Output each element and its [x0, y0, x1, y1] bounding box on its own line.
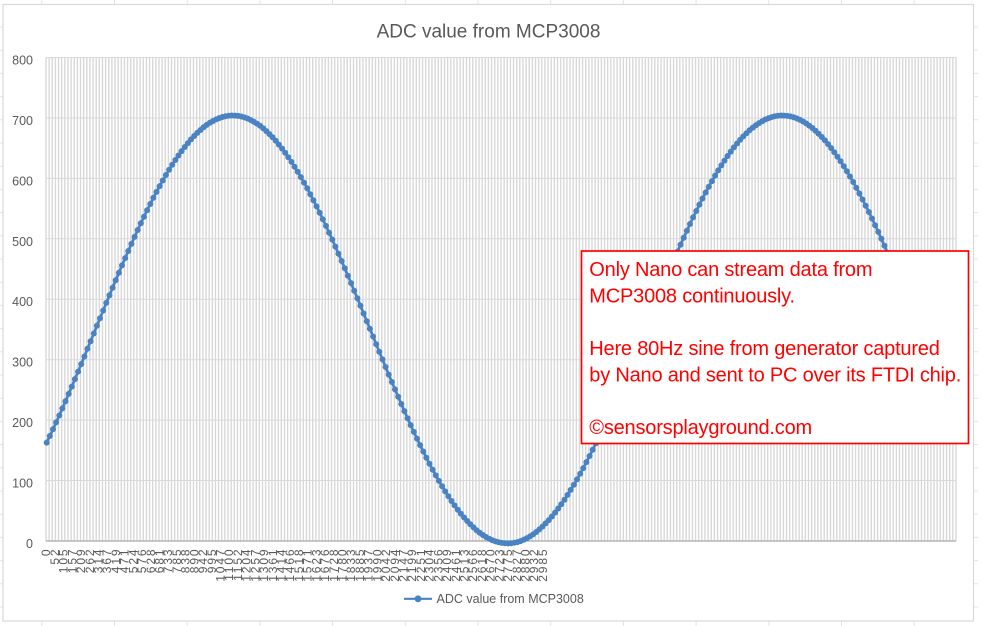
svg-text:105: 105: [57, 548, 71, 574]
svg-text:1204: 1204: [240, 548, 254, 582]
svg-text:942: 942: [196, 548, 210, 574]
svg-text:262: 262: [83, 548, 97, 574]
svg-text:400: 400: [12, 295, 33, 309]
svg-text:500: 500: [12, 235, 33, 249]
svg-text:995: 995: [205, 548, 219, 574]
svg-text:2827: 2827: [510, 548, 524, 582]
svg-text:200: 200: [12, 416, 33, 430]
svg-text:2513: 2513: [458, 548, 472, 582]
svg-text:2042: 2042: [379, 548, 393, 582]
svg-text:300: 300: [12, 356, 33, 370]
svg-text:1257: 1257: [248, 548, 262, 582]
svg-text:1309: 1309: [257, 548, 271, 582]
svg-text:0: 0: [26, 537, 33, 551]
svg-text:1833: 1833: [344, 548, 358, 582]
svg-text:2723: 2723: [492, 548, 506, 582]
svg-text:2356: 2356: [431, 548, 445, 582]
svg-text:2304: 2304: [423, 548, 437, 582]
svg-text:100: 100: [12, 477, 33, 491]
svg-text:838: 838: [179, 548, 193, 574]
svg-text:367: 367: [100, 548, 114, 574]
svg-text:2618: 2618: [475, 548, 489, 582]
svg-text:2670: 2670: [484, 548, 498, 582]
svg-text:2932: 2932: [527, 548, 541, 582]
svg-text:1100: 1100: [222, 548, 236, 581]
svg-text:52: 52: [48, 548, 62, 565]
svg-text:ADC value from MCP3008: ADC value from MCP3008: [437, 592, 584, 606]
svg-text:2409: 2409: [440, 548, 454, 582]
svg-text:890: 890: [187, 548, 201, 574]
svg-text:2985: 2985: [536, 548, 550, 582]
svg-text:1676: 1676: [318, 548, 332, 582]
svg-text:0: 0: [39, 548, 53, 557]
svg-text:1728: 1728: [327, 548, 341, 582]
svg-text:157: 157: [65, 548, 79, 574]
svg-text:1152: 1152: [231, 548, 245, 581]
svg-text:524: 524: [126, 548, 140, 574]
svg-text:733: 733: [161, 548, 175, 574]
svg-text:471: 471: [118, 548, 132, 574]
svg-text:700: 700: [12, 114, 33, 128]
svg-text:©sensorsplayground.com: ©sensorsplayground.com: [589, 417, 812, 439]
svg-text:1361: 1361: [266, 548, 280, 582]
svg-text:1571: 1571: [301, 548, 315, 582]
svg-text:2775: 2775: [501, 548, 515, 582]
svg-text:628: 628: [144, 548, 158, 574]
svg-text:2461: 2461: [449, 548, 463, 582]
svg-text:2880: 2880: [519, 548, 533, 582]
svg-text:785: 785: [170, 548, 184, 574]
svg-text:1780: 1780: [336, 548, 350, 582]
svg-text:MCP3008 continuously.: MCP3008 continuously.: [589, 285, 795, 307]
svg-text:1518: 1518: [292, 548, 306, 582]
svg-text:1414: 1414: [275, 548, 289, 582]
svg-text:314: 314: [91, 548, 105, 574]
svg-text:419: 419: [109, 548, 123, 574]
svg-text:681: 681: [153, 548, 167, 574]
svg-text:1937: 1937: [362, 548, 376, 582]
svg-text:1623: 1623: [309, 548, 323, 582]
svg-text:1466: 1466: [283, 548, 297, 582]
svg-text:2199: 2199: [405, 548, 419, 582]
svg-text:Only Nano can stream data from: Only Nano can stream data from: [589, 259, 872, 281]
svg-text:2251: 2251: [414, 548, 428, 582]
svg-text:1047: 1047: [214, 548, 228, 582]
svg-text:600: 600: [12, 174, 33, 188]
svg-text:Here 80Hz sine from generator: Here 80Hz sine from generator captured: [589, 338, 939, 360]
svg-text:2566: 2566: [466, 548, 480, 582]
svg-text:by Nano and sent to PC over it: by Nano and sent to PC over its FTDI chi…: [589, 365, 961, 387]
svg-text:1885: 1885: [353, 548, 367, 582]
svg-text:209: 209: [74, 548, 88, 574]
svg-text:576: 576: [135, 548, 149, 574]
svg-text:ADC value from MCP3008: ADC value from MCP3008: [377, 22, 601, 43]
svg-text:2147: 2147: [397, 548, 411, 582]
svg-text:1990: 1990: [370, 548, 384, 582]
svg-text:2094: 2094: [388, 548, 402, 582]
svg-text:800: 800: [12, 54, 33, 68]
